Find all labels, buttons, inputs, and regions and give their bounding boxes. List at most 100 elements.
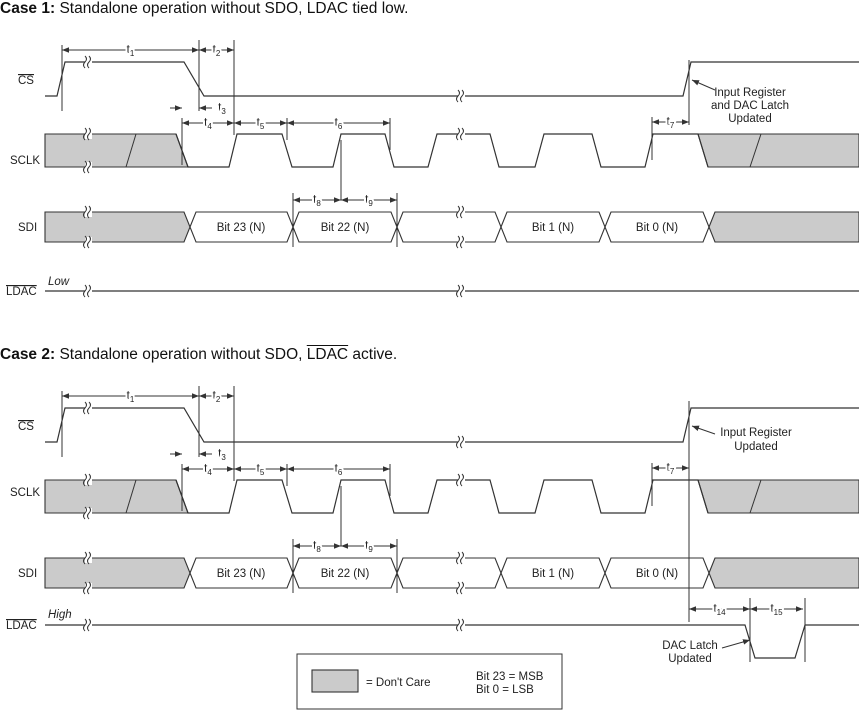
break-mark-icon: [460, 435, 464, 449]
legend-lsb: Bit 0 = LSB: [476, 684, 534, 696]
latch-annotation-line: Updated: [668, 653, 711, 665]
sclk-waveform: [175, 133, 709, 168]
break-mark-icon: [83, 551, 87, 565]
timing-label-t6: t6: [335, 117, 343, 131]
annotation-arrow: [721, 639, 751, 649]
sclk-dont-care-start: [44, 133, 189, 168]
sdi-dont-care-end: [708, 211, 859, 243]
break-mark-icon: [87, 55, 91, 69]
break-mark-icon: [456, 284, 460, 298]
timing-label-t15: t15: [770, 603, 783, 617]
break-mark-icon: [83, 284, 87, 298]
bit-label: Bit 1 (N): [532, 222, 574, 234]
break-mark-icon: [456, 473, 460, 487]
break-mark-icon: [87, 127, 91, 141]
break-mark-icon: [83, 235, 87, 249]
dont-care-diagonal: [125, 133, 137, 168]
sclk-dont-care-end: [697, 133, 859, 168]
break-mark-icon: [87, 401, 91, 415]
break-mark-icon: [456, 435, 460, 449]
break-mark-icon: [460, 618, 464, 632]
ldac-state: High: [48, 609, 72, 621]
legend: = Don't Care Bit 23 = MSB Bit 0 = LSB: [296, 653, 563, 710]
timing-label-t9: t9: [365, 194, 373, 208]
break-mark-icon: [83, 618, 87, 632]
break-mark-icon: [456, 618, 460, 632]
break-mark-icon: [456, 581, 460, 595]
case1-title-label: Case 1:: [0, 0, 56, 17]
sclk-waveform: [175, 479, 709, 514]
break-mark-icon: [83, 55, 87, 69]
cs-label: CS: [18, 421, 34, 433]
cs-waveform: [45, 407, 859, 443]
case2-title-end: active.: [348, 346, 398, 363]
ldac-waveform: [45, 624, 859, 659]
timing-label-t4: t4: [204, 117, 212, 131]
timing-label-t5: t5: [257, 117, 265, 131]
annotation-line: Input Register: [720, 427, 792, 439]
break-mark-icon: [460, 127, 464, 141]
case2-title-ldac: LDAC: [306, 346, 349, 363]
bit-label: Bit 1 (N): [532, 568, 574, 580]
annotation-line: and DAC Latch: [711, 100, 789, 112]
annotation-line: Updated: [734, 441, 777, 453]
case1-labels: CS SCLK SDI LDAC Low Bit 23 (N) Bit 22 (…: [6, 75, 789, 298]
break-mark-icon: [83, 127, 87, 141]
case1-title-ldac: LDAC: [306, 0, 349, 17]
dont-care-diagonal: [749, 479, 762, 514]
timing-label-t9: t9: [365, 540, 373, 554]
case1-title: Case 1: Standalone operation without SDO…: [0, 0, 408, 18]
sdi-bit-cell: [396, 211, 502, 243]
sclk-dont-care-end: [697, 479, 859, 514]
bit-label: Bit 0 (N): [636, 222, 678, 234]
timing-label-t2: t2: [213, 44, 221, 58]
break-mark-icon: [87, 284, 91, 298]
timing-label-t5: t5: [257, 463, 265, 477]
break-mark-icon: [83, 401, 87, 415]
break-mark-icon: [456, 89, 460, 103]
timing-label-t2: t2: [213, 390, 221, 404]
legend-msb: Bit 23 = MSB: [476, 671, 544, 683]
annotation-line: Input Register: [714, 87, 786, 99]
break-mark-icon: [83, 581, 87, 595]
break-mark-icon: [460, 581, 464, 595]
sdi-dont-care-start: [44, 557, 191, 589]
break-mark-icon: [87, 160, 91, 174]
timing-label-t8: t8: [313, 540, 321, 554]
ldac-label: LDAC: [6, 620, 37, 632]
break-mark-icon: [83, 506, 87, 520]
bit-label: Bit 0 (N): [636, 568, 678, 580]
case2-labels: CS SCLK SDI LDAC High Bit 23 (N) Bit 22 …: [6, 421, 792, 665]
legend-dont-care: = Don't Care: [366, 677, 431, 689]
break-mark-icon: [87, 205, 91, 219]
break-mark-icon: [456, 127, 460, 141]
timing-label-t1: t1: [127, 44, 135, 58]
timing-label-t3: t3: [218, 102, 226, 116]
annotation-line: Updated: [728, 113, 771, 125]
ldac-label: LDAC: [6, 286, 37, 298]
case2-diagram: t1 t2 t3 t4 t5 t6 t7 t8 t9 t14 t15: [44, 386, 859, 662]
sclk-label: SCLK: [10, 155, 40, 167]
break-mark-icon: [460, 205, 464, 219]
timing-label-t4: t4: [204, 463, 212, 477]
case1-diagram: t1 t2 t3 t4 t5 t6 t7 t8 t9: [44, 40, 859, 298]
timing-label-t1: t1: [127, 390, 135, 404]
break-mark-icon: [83, 205, 87, 219]
break-mark-icon: [87, 473, 91, 487]
break-mark-icon: [460, 235, 464, 249]
timing-label-t7: t7: [667, 116, 675, 130]
dont-care-swatch: [311, 669, 359, 693]
break-mark-icon: [460, 473, 464, 487]
break-mark-icon: [87, 581, 91, 595]
timing-label-t3: t3: [218, 448, 226, 462]
annotation-arrow: [691, 79, 716, 91]
break-mark-icon: [456, 235, 460, 249]
bit-label: Bit 23 (N): [217, 222, 266, 234]
break-mark-icon: [460, 89, 464, 103]
bit-label: Bit 22 (N): [321, 222, 370, 234]
bit-label: Bit 22 (N): [321, 568, 370, 580]
break-mark-icon: [460, 551, 464, 565]
break-mark-icon: [87, 551, 91, 565]
timing-label-t14: t14: [713, 603, 726, 617]
